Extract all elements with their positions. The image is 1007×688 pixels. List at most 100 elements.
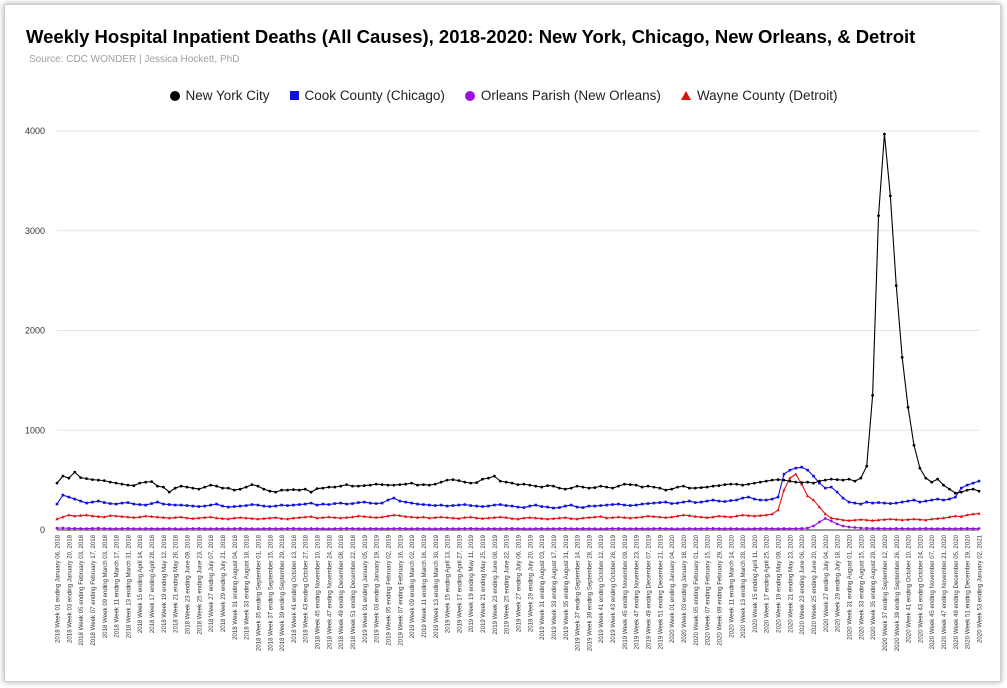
legend-item-cook[interactable]: Cook County (Chicago) xyxy=(289,88,445,103)
legend-marker-triangle-icon xyxy=(680,91,691,100)
data-point xyxy=(652,485,656,489)
data-point xyxy=(853,518,857,522)
data-point xyxy=(333,527,337,531)
data-point xyxy=(475,516,479,520)
data-point xyxy=(652,514,656,518)
data-point xyxy=(427,527,431,531)
data-point xyxy=(351,527,354,530)
data-point xyxy=(782,478,786,482)
data-point xyxy=(557,516,561,520)
data-point xyxy=(634,483,638,487)
data-point xyxy=(427,516,431,520)
data-point xyxy=(138,515,142,519)
data-point xyxy=(681,513,686,517)
data-point xyxy=(274,527,278,531)
data-point xyxy=(534,484,538,488)
data-point xyxy=(552,527,555,531)
data-point xyxy=(303,515,307,519)
data-point xyxy=(410,481,414,485)
data-point xyxy=(173,527,177,531)
data-point xyxy=(422,503,425,506)
data-point xyxy=(398,499,402,503)
data-point xyxy=(498,503,502,506)
data-point xyxy=(563,515,567,519)
data-point xyxy=(628,504,632,507)
data-point xyxy=(79,527,83,530)
data-point xyxy=(906,517,910,521)
legend-item-orleans[interactable]: Orleans Parish (New Orleans) xyxy=(464,88,661,103)
data-point xyxy=(374,502,378,505)
data-point xyxy=(268,516,272,520)
data-point xyxy=(693,486,697,490)
chart-frame xyxy=(4,4,1001,682)
data-point xyxy=(747,495,750,499)
data-point xyxy=(144,514,148,518)
x-tick-label: 2018 Week 51 ending December 22, 2018 xyxy=(350,534,357,649)
chart-title: Weekly Hospital Inpatient Deaths (All Ca… xyxy=(26,26,916,47)
data-point xyxy=(735,527,739,531)
x-tick-label: 2020 Week 05 ending February 01, 2020 xyxy=(693,534,700,645)
x-tick-label: 2020 Week 01 ending January 04, 2020 xyxy=(669,534,676,643)
data-point xyxy=(859,502,863,506)
x-tick-label: 2020 Week 43 ending October 24, 2020 xyxy=(917,534,924,643)
series-line xyxy=(56,133,980,494)
data-point xyxy=(162,502,165,506)
data-point xyxy=(942,527,945,530)
data-point xyxy=(670,502,673,505)
data-point xyxy=(658,527,662,530)
data-point xyxy=(250,516,254,520)
data-point xyxy=(345,483,349,487)
data-point xyxy=(144,503,147,507)
data-point xyxy=(96,526,100,530)
data-point xyxy=(705,485,709,489)
data-point xyxy=(545,517,550,521)
x-tick-label: 2020 Week 15 ending April 11, 2020 xyxy=(752,534,759,632)
x-tick-label: 2020 Week 39 ending September 26, 2020 xyxy=(894,534,901,651)
data-point xyxy=(871,526,875,530)
x-tick-label: 2019 Week 33 ending August 17, 2019 xyxy=(551,534,558,640)
x-tick-label: 2018 Week 27 ending July 07, 2018 xyxy=(208,534,215,632)
legend-item-nyc[interactable]: New York City xyxy=(169,88,270,103)
data-point xyxy=(439,503,443,507)
data-point xyxy=(61,526,65,530)
data-point xyxy=(197,516,201,520)
data-point xyxy=(770,478,774,482)
data-point xyxy=(416,483,419,487)
data-point xyxy=(741,527,744,531)
x-tick-label: 2018 Week 47 ending November 24, 2018 xyxy=(326,534,333,649)
x-tick-label: 2018 Week 37 ending September 15, 2018 xyxy=(267,534,274,651)
data-point xyxy=(481,527,484,531)
data-point xyxy=(936,477,940,481)
data-point xyxy=(292,503,295,507)
data-point xyxy=(221,486,224,490)
data-point xyxy=(540,516,544,520)
data-point xyxy=(552,484,555,488)
data-point xyxy=(73,497,77,501)
data-point xyxy=(315,503,319,507)
data-point xyxy=(622,527,626,531)
data-point xyxy=(368,515,372,519)
data-point xyxy=(788,479,792,483)
data-point xyxy=(173,503,177,507)
data-point xyxy=(91,527,94,530)
data-point xyxy=(664,488,668,492)
data-point xyxy=(138,481,142,485)
data-point xyxy=(617,484,620,488)
data-point xyxy=(475,481,479,485)
data-point xyxy=(120,482,124,486)
data-point xyxy=(126,527,130,530)
legend-item-wayne[interactable]: Wayne County (Detroit) xyxy=(680,88,837,103)
data-point xyxy=(752,514,757,518)
data-point xyxy=(451,527,455,531)
data-point xyxy=(823,478,827,482)
x-tick-label: 2019 Week 37 ending September 14, 2019 xyxy=(575,534,582,651)
data-point xyxy=(215,527,218,530)
data-point xyxy=(463,527,467,530)
data-point xyxy=(416,527,419,530)
data-point xyxy=(977,527,981,530)
data-point xyxy=(841,496,845,500)
data-point xyxy=(723,500,727,503)
data-point xyxy=(209,527,213,531)
data-point xyxy=(516,517,520,521)
data-point xyxy=(220,516,225,520)
